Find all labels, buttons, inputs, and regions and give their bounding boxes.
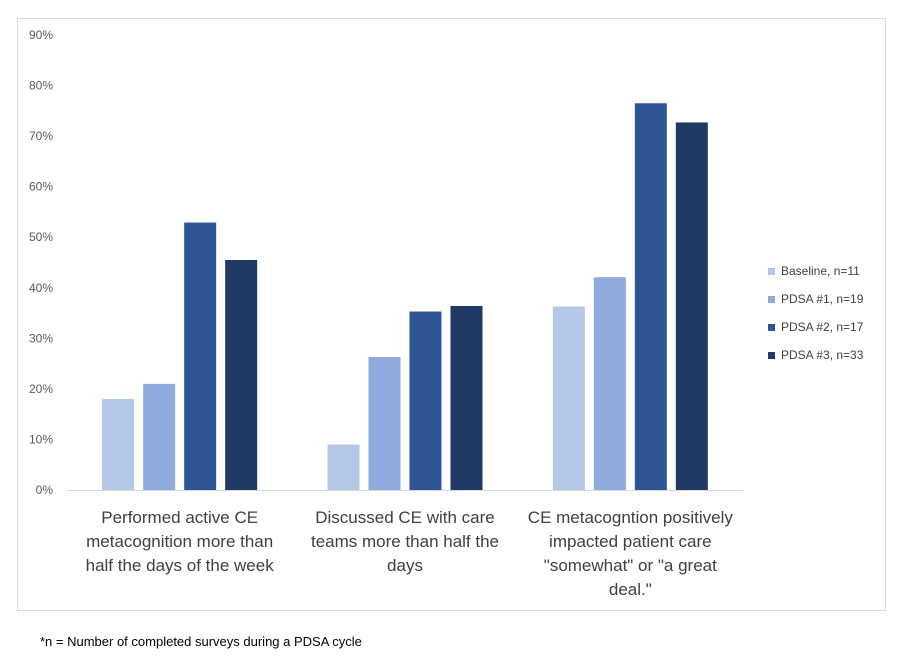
legend-swatch bbox=[768, 352, 775, 359]
legend-swatch bbox=[768, 268, 775, 275]
y-tick-label: 50% bbox=[29, 230, 53, 244]
x-category-label: deal." bbox=[609, 580, 652, 599]
y-tick-label: 10% bbox=[29, 432, 53, 446]
bar bbox=[102, 399, 135, 490]
bar bbox=[634, 103, 667, 490]
y-tick-label: 80% bbox=[29, 79, 53, 93]
x-category-label: teams more than half the bbox=[311, 532, 499, 551]
x-category-label: CE metacogntion positively bbox=[528, 508, 734, 527]
x-category-label: Performed active CE bbox=[101, 508, 258, 527]
x-category-label: metacognition more than bbox=[86, 532, 273, 551]
y-tick-label: 30% bbox=[29, 331, 53, 345]
bar bbox=[593, 277, 626, 490]
footnote: *n = Number of completed surveys during … bbox=[40, 634, 362, 649]
y-tick-label: 40% bbox=[29, 281, 53, 295]
legend-swatch bbox=[768, 296, 775, 303]
x-category-label: days bbox=[387, 556, 423, 575]
legend-label: Baseline, n=11 bbox=[781, 264, 860, 278]
legend-label: PDSA #1, n=19 bbox=[781, 292, 864, 306]
bar bbox=[225, 259, 258, 490]
y-tick-label: 70% bbox=[29, 129, 53, 143]
bar bbox=[143, 383, 176, 490]
bar bbox=[552, 306, 585, 490]
bar bbox=[184, 222, 217, 491]
x-category-label: half the days of the week bbox=[86, 556, 275, 575]
bar bbox=[675, 122, 708, 490]
bar bbox=[409, 311, 442, 490]
x-category-label: "somewhat" or "a great bbox=[544, 556, 717, 575]
bar bbox=[327, 444, 360, 490]
y-tick-label: 60% bbox=[29, 180, 53, 194]
legend-label: PDSA #3, n=33 bbox=[781, 348, 864, 362]
chart-frame bbox=[17, 18, 886, 611]
legend-swatch bbox=[768, 324, 775, 331]
y-tick-label: 90% bbox=[29, 28, 53, 42]
bar bbox=[368, 357, 401, 490]
bar bbox=[450, 305, 483, 490]
y-tick-label: 20% bbox=[29, 382, 53, 396]
x-category-label: Discussed CE with care bbox=[315, 508, 495, 527]
x-category-label: impacted patient care bbox=[549, 532, 712, 551]
y-tick-label: 0% bbox=[36, 483, 54, 497]
legend-label: PDSA #2, n=17 bbox=[781, 320, 864, 334]
